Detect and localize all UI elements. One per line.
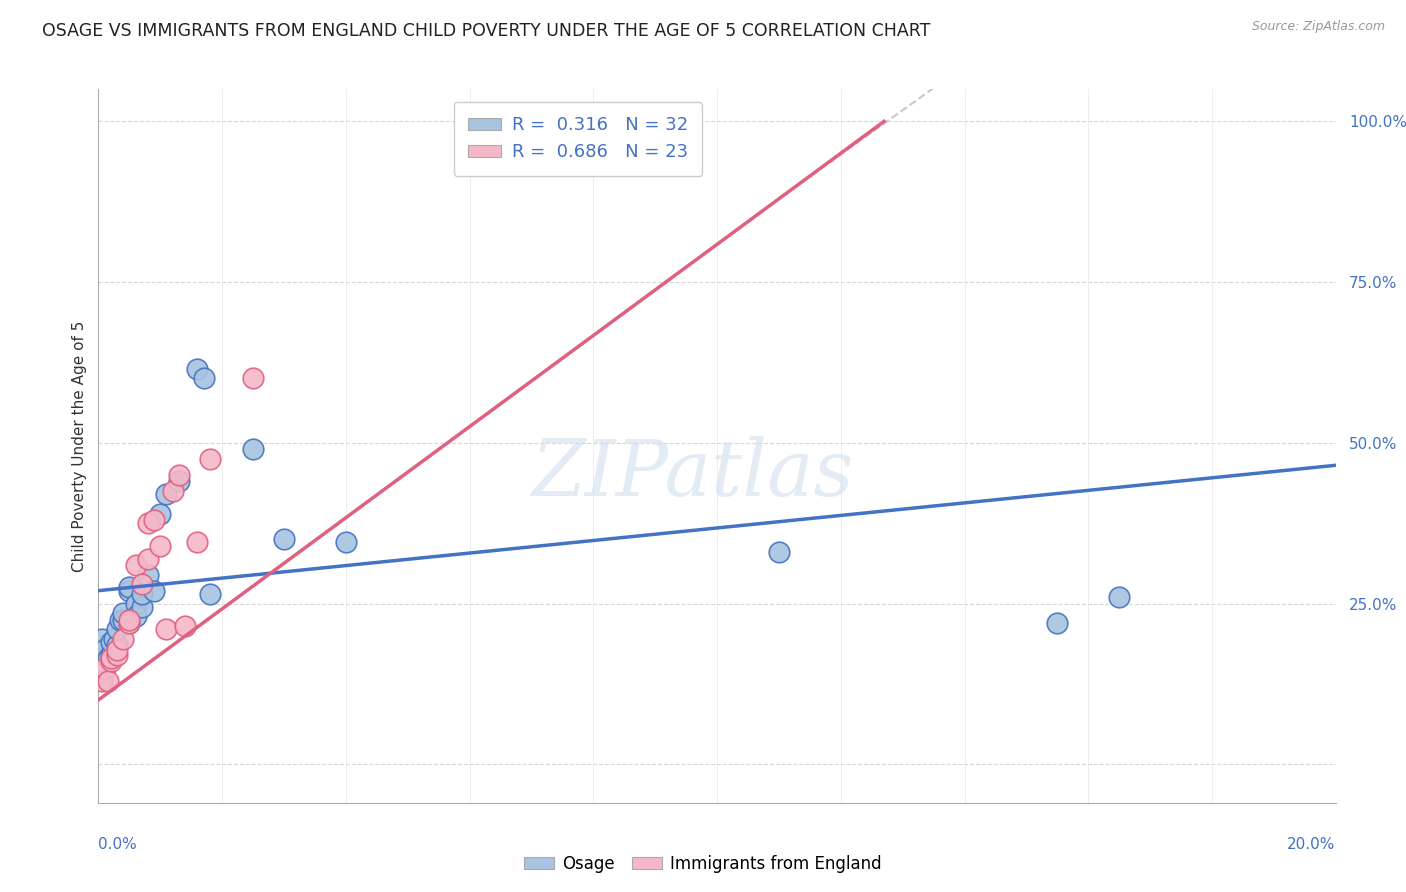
Point xyxy=(131,587,153,601)
Point xyxy=(1046,615,1069,630)
Point xyxy=(131,577,153,591)
Point xyxy=(93,641,115,656)
Point xyxy=(131,599,153,614)
Point xyxy=(198,451,221,466)
Point xyxy=(186,362,208,376)
Legend: R =  0.316   N = 32, R =  0.686   N = 23: R = 0.316 N = 32, R = 0.686 N = 23 xyxy=(454,102,703,176)
Point xyxy=(335,535,357,549)
Point xyxy=(93,661,115,675)
Point xyxy=(105,648,128,662)
Point xyxy=(273,533,295,547)
Point xyxy=(97,673,120,688)
Point xyxy=(242,371,264,385)
Point xyxy=(193,371,215,385)
Point xyxy=(143,513,166,527)
Point xyxy=(124,558,146,572)
Point xyxy=(136,551,159,566)
Point xyxy=(112,606,135,620)
Point xyxy=(103,632,125,646)
Text: OSAGE VS IMMIGRANTS FROM ENGLAND CHILD POVERTY UNDER THE AGE OF 5 CORRELATION CH: OSAGE VS IMMIGRANTS FROM ENGLAND CHILD P… xyxy=(42,22,931,40)
Point xyxy=(100,648,122,662)
Text: ZIPatlas: ZIPatlas xyxy=(531,436,853,513)
Point xyxy=(124,609,146,624)
Point xyxy=(768,545,790,559)
Point xyxy=(97,651,120,665)
Point xyxy=(112,613,135,627)
Point xyxy=(155,622,177,636)
Point xyxy=(149,539,172,553)
Point xyxy=(112,632,135,646)
Point xyxy=(90,632,112,646)
Point xyxy=(136,567,159,582)
Point xyxy=(108,613,131,627)
Point xyxy=(118,583,141,598)
Point xyxy=(143,583,166,598)
Point xyxy=(118,615,141,630)
Point xyxy=(162,483,184,498)
Point xyxy=(167,467,190,482)
Point xyxy=(105,642,128,657)
Point xyxy=(100,635,122,649)
Y-axis label: Child Poverty Under the Age of 5: Child Poverty Under the Age of 5 xyxy=(72,320,87,572)
Point xyxy=(186,535,208,549)
Point xyxy=(1108,590,1130,604)
Point xyxy=(118,615,141,630)
Point xyxy=(100,651,122,665)
Point xyxy=(155,487,177,501)
Point xyxy=(90,673,112,688)
Text: 20.0%: 20.0% xyxy=(1288,837,1336,852)
Point xyxy=(118,613,141,627)
Text: 0.0%: 0.0% xyxy=(98,837,138,852)
Point xyxy=(105,638,128,652)
Point xyxy=(149,507,172,521)
Legend: Osage, Immigrants from England: Osage, Immigrants from England xyxy=(517,848,889,880)
Point xyxy=(198,587,221,601)
Text: Source: ZipAtlas.com: Source: ZipAtlas.com xyxy=(1251,20,1385,33)
Point xyxy=(174,619,197,633)
Point xyxy=(167,475,190,489)
Point xyxy=(105,622,128,636)
Point xyxy=(124,597,146,611)
Point xyxy=(118,581,141,595)
Point xyxy=(100,654,122,668)
Point xyxy=(242,442,264,457)
Point xyxy=(136,516,159,530)
